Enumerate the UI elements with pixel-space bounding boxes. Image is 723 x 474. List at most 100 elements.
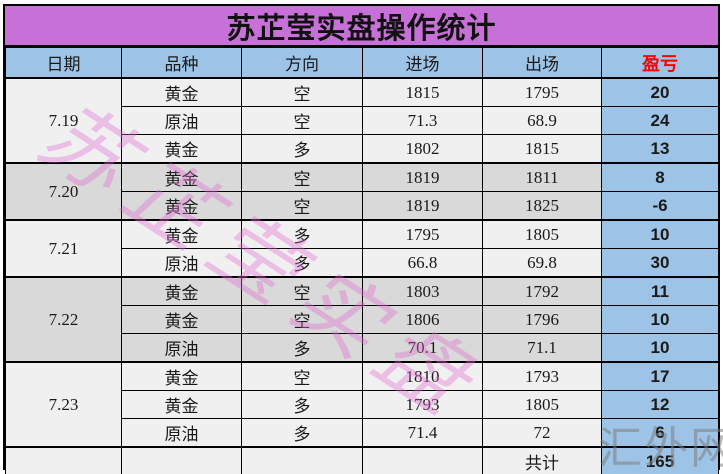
trading-stats-table: 日期 品种 方向 进场 出场 盈亏 7.19 黄金 空 1815 1795 20… [5,47,719,474]
direction-cell: 多 [241,134,363,164]
table-header-row: 日期 品种 方向 进场 出场 盈亏 [5,47,719,79]
direction-cell: 空 [241,361,363,391]
total-profit-cell: 165 [601,446,719,474]
exit-cell: 1795 [482,77,602,107]
exit-cell: 68.9 [482,106,602,135]
column-header-date: 日期 [5,47,122,79]
profit-cell: 17 [601,361,719,391]
total-row: 共计 165 [5,446,719,474]
variety-cell: 黄金 [121,162,242,192]
direction-cell: 空 [241,305,363,334]
table-row: 7.22 黄金 空 1803 1792 11 [5,276,719,363]
profit-cell: 10 [601,305,719,334]
entry-cell: 1795 [362,219,483,249]
profit-cell: 24 [601,106,719,135]
table-row: 7.19 黄金 空 1815 1795 20 [5,77,719,164]
date-cell: 7.20 [5,162,122,221]
profit-cell: 10 [601,219,719,249]
date-cell: 7.19 [5,77,122,164]
exit-cell: 1793 [482,361,602,391]
profit-cell: -6 [601,191,719,221]
profit-cell: 11 [601,276,719,306]
table-row: 黄金 空 1819 1825 -6 [6,191,719,221]
entry-cell: 1793 [362,390,483,419]
column-header-direction: 方向 [241,47,363,79]
exit-cell: 71.1 [482,333,602,363]
date-cell: 7.22 [5,276,122,363]
exit-cell: 69.8 [482,248,602,278]
variety-cell: 原油 [121,333,242,363]
table-row: 黄金 多 1802 1815 13 [6,134,719,164]
date-cell: 7.23 [5,361,122,448]
variety-cell: 黄金 [121,305,242,334]
exit-cell: 1825 [482,191,602,221]
variety-cell: 黄金 [121,361,242,391]
table-row: 黄金 空 1806 1796 10 [6,305,719,334]
profit-cell: 13 [601,134,719,164]
entry-cell: 1819 [362,162,483,192]
entry-cell: 1803 [362,276,483,306]
profit-cell: 12 [601,390,719,419]
variety-cell: 黄金 [121,219,242,249]
column-header-profit: 盈亏 [601,47,719,79]
exit-cell: 1805 [482,390,602,419]
exit-cell: 1792 [482,276,602,306]
empty-cell [5,446,122,474]
table-row: 原油 空 71.3 68.9 24 [6,106,719,135]
entry-cell: 71.4 [362,418,483,448]
variety-cell: 黄金 [121,134,242,164]
entry-cell: 1806 [362,305,483,334]
exit-cell: 72 [482,418,602,448]
entry-cell: 71.3 [362,106,483,135]
profit-cell: 30 [601,248,719,278]
direction-cell: 多 [241,390,363,419]
table-row: 7.21 黄金 多 1795 1805 10 [5,219,719,278]
page-title: 苏芷莹实盘操作统计 [5,6,718,47]
variety-cell: 黄金 [121,276,242,306]
variety-cell: 原油 [121,106,242,135]
exit-cell: 1805 [482,219,602,249]
table-row: 原油 多 71.4 72 6 [6,418,719,448]
empty-cell [241,446,363,474]
entry-cell: 66.8 [362,248,483,278]
column-header-variety: 品种 [121,47,242,79]
column-header-exit: 出场 [482,47,602,79]
table-row: 7.23 黄金 空 1810 1793 17 [5,361,719,448]
variety-cell: 原油 [121,248,242,278]
table-row: 7.20 黄金 空 1819 1811 8 [5,162,719,221]
entry-cell: 1810 [362,361,483,391]
exit-cell: 1796 [482,305,602,334]
variety-cell: 原油 [121,418,242,448]
total-label-cell: 共计 [482,446,602,474]
direction-cell: 多 [241,219,363,249]
entry-cell: 1802 [362,134,483,164]
entry-cell: 70.1 [362,333,483,363]
table-row: 原油 多 66.8 69.8 30 [6,248,719,278]
direction-cell: 空 [241,162,363,192]
variety-cell: 黄金 [121,390,242,419]
entry-cell: 1819 [362,191,483,221]
direction-cell: 多 [241,418,363,448]
direction-cell: 多 [241,248,363,278]
profit-cell: 6 [601,418,719,448]
empty-cell [362,446,483,474]
direction-cell: 多 [241,333,363,363]
empty-cell [121,446,242,474]
exit-cell: 1815 [482,134,602,164]
exit-cell: 1811 [482,162,602,192]
profit-cell: 10 [601,333,719,363]
variety-cell: 黄金 [121,77,242,107]
entry-cell: 1815 [362,77,483,107]
variety-cell: 黄金 [121,191,242,221]
direction-cell: 空 [241,77,363,107]
table-row: 原油 多 70.1 71.1 10 [6,333,719,363]
direction-cell: 空 [241,106,363,135]
table-row: 黄金 多 1793 1805 12 [6,390,719,419]
profit-cell: 20 [601,77,719,107]
direction-cell: 空 [241,191,363,221]
direction-cell: 空 [241,276,363,306]
date-cell: 7.21 [5,219,122,278]
statistics-table-sheet: 苏芷莹实盘操作统计 日期 品种 方向 进场 出场 盈亏 7.19 黄金 空 18… [3,4,720,474]
profit-cell: 8 [601,162,719,192]
